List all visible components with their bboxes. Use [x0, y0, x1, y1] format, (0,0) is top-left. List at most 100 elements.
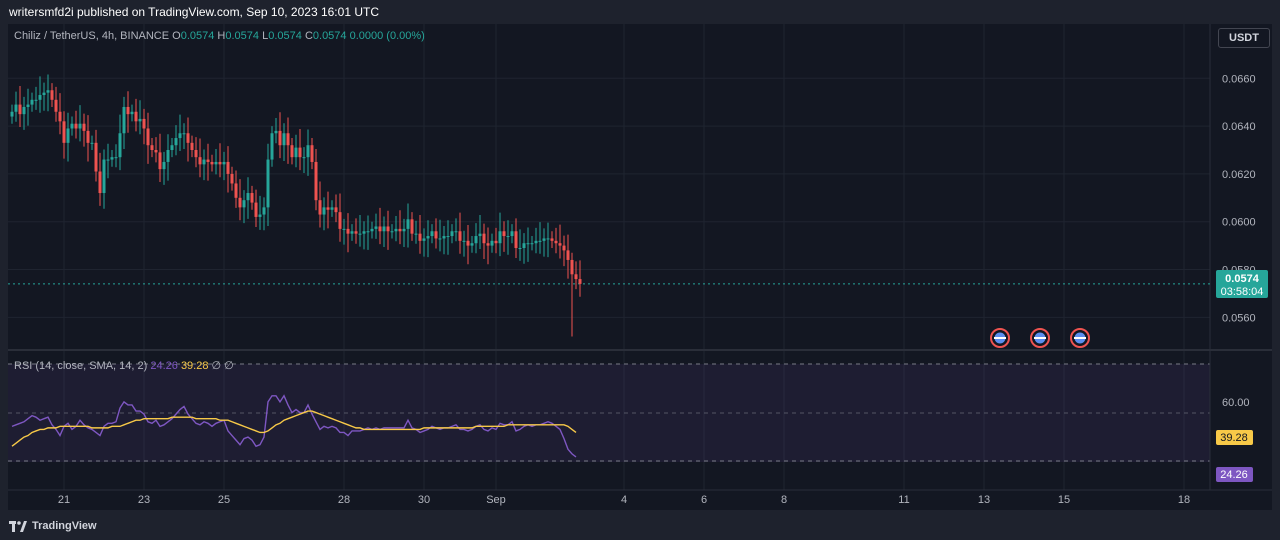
candle-body	[50, 90, 54, 100]
sma-series-line	[11, 410, 577, 447]
candle-body	[342, 228, 346, 230]
candle-body	[450, 231, 454, 237]
change-value: 0.0000 (0.00%)	[349, 30, 425, 42]
candle-body	[330, 207, 334, 210]
candle-body	[486, 243, 490, 246]
candle-body	[374, 226, 378, 229]
candle-body	[426, 236, 430, 239]
candle-body	[454, 231, 458, 233]
high-label: H	[217, 30, 226, 42]
candle-body	[506, 236, 510, 238]
chart-frame[interactable]	[8, 24, 1272, 510]
candle-body	[550, 238, 554, 241]
candle-body	[566, 250, 570, 260]
candle-body	[22, 106, 26, 115]
candle-body	[242, 200, 246, 208]
time-tick-label: 4	[621, 494, 627, 506]
candle-body	[86, 130, 90, 143]
currency-button[interactable]: USDT	[1218, 28, 1270, 48]
event-icon-3[interactable]	[1070, 328, 1090, 348]
price-tick-label: 0.0620	[1222, 169, 1256, 181]
candle-body	[526, 243, 530, 245]
candle-body	[326, 207, 330, 210]
time-tick-label: 6	[701, 494, 707, 506]
rsi-legend-value: 24.26	[150, 360, 178, 372]
grid-lines	[8, 24, 1210, 490]
candle-body	[58, 111, 62, 122]
candle-body	[30, 99, 34, 105]
candle-body	[306, 145, 310, 158]
candle-body	[302, 157, 306, 159]
candle-body	[514, 231, 518, 248]
candle-body	[562, 245, 566, 251]
time-tick-label: 15	[1058, 494, 1070, 506]
candle-body	[322, 207, 326, 215]
candle-body	[382, 226, 386, 232]
candle-body	[122, 106, 126, 134]
last-price-tag-countdown: 03:58:04	[1221, 286, 1264, 298]
candle-body	[542, 238, 546, 241]
candle-body	[190, 142, 194, 150]
candle-body	[82, 123, 86, 131]
time-tick-label: 21	[58, 494, 70, 506]
candle-body	[530, 243, 534, 245]
time-tick-label: 13	[978, 494, 990, 506]
candle-body	[250, 193, 254, 203]
candle-body	[158, 152, 162, 170]
candle-body	[386, 226, 390, 232]
candle-body	[246, 193, 250, 201]
last-price-tag: 0.0574 03:58:04	[1216, 270, 1268, 298]
last-price-tag-price: 0.0574	[1225, 273, 1260, 285]
candle-body	[290, 145, 294, 158]
candle-body	[142, 118, 146, 129]
event-icon-2[interactable]	[1030, 328, 1050, 348]
candle-body	[318, 200, 322, 215]
candle-body	[98, 171, 102, 194]
candle-body	[198, 157, 202, 165]
candle-body	[138, 118, 142, 122]
candle-body	[390, 231, 394, 233]
high-value: 0.0574	[225, 30, 260, 42]
candle-body	[178, 133, 182, 139]
candle-body	[558, 243, 562, 246]
event-icon-1[interactable]	[990, 328, 1010, 348]
rsi-legend: RSI (14, close, SMA, 14, 2) 24.26 39.28 …	[14, 359, 234, 372]
tradingview-logo[interactable]: TradingView	[9, 520, 97, 532]
rsi-indicator-label[interactable]: RSI (14, close, SMA, 14, 2)	[14, 360, 148, 372]
candle-body	[298, 147, 302, 158]
price-tick-label: 0.0640	[1222, 121, 1256, 133]
publisher-line: writersmfd2i published on TradingView.co…	[9, 5, 379, 19]
candle-body	[54, 99, 58, 112]
symbol-label[interactable]: Chiliz / TetherUS, 4h, BINANCE	[14, 30, 170, 42]
candle-body	[310, 145, 314, 162]
candle-body	[498, 231, 502, 244]
candle-body	[546, 238, 550, 240]
candle-body	[214, 161, 218, 165]
low-value: 0.0574	[268, 30, 302, 42]
candle-body	[90, 142, 94, 144]
candle-body	[422, 238, 426, 241]
candle-body	[534, 240, 538, 244]
candle-body	[378, 226, 382, 232]
time-tick-label: 23	[138, 494, 150, 506]
candle-body	[286, 133, 290, 146]
candle-body	[74, 123, 78, 129]
candle-body	[406, 219, 410, 229]
candles	[10, 74, 582, 337]
tradingview-brand: TradingView	[32, 520, 97, 532]
candle-body	[502, 231, 506, 237]
candle-body	[226, 161, 230, 174]
candle-body	[274, 130, 278, 134]
candle-body	[482, 233, 486, 244]
candle-body	[398, 228, 402, 232]
candle-body	[150, 145, 154, 150]
rsi-sma-tag: 39.28	[1216, 430, 1253, 445]
candle-body	[78, 123, 82, 129]
candle-body	[62, 121, 66, 143]
top-bar: writersmfd2i published on TradingView.co…	[0, 0, 1280, 24]
candle-body	[266, 159, 270, 208]
candle-body	[554, 240, 558, 244]
rsi-tick-label: 60.00	[1222, 397, 1250, 409]
